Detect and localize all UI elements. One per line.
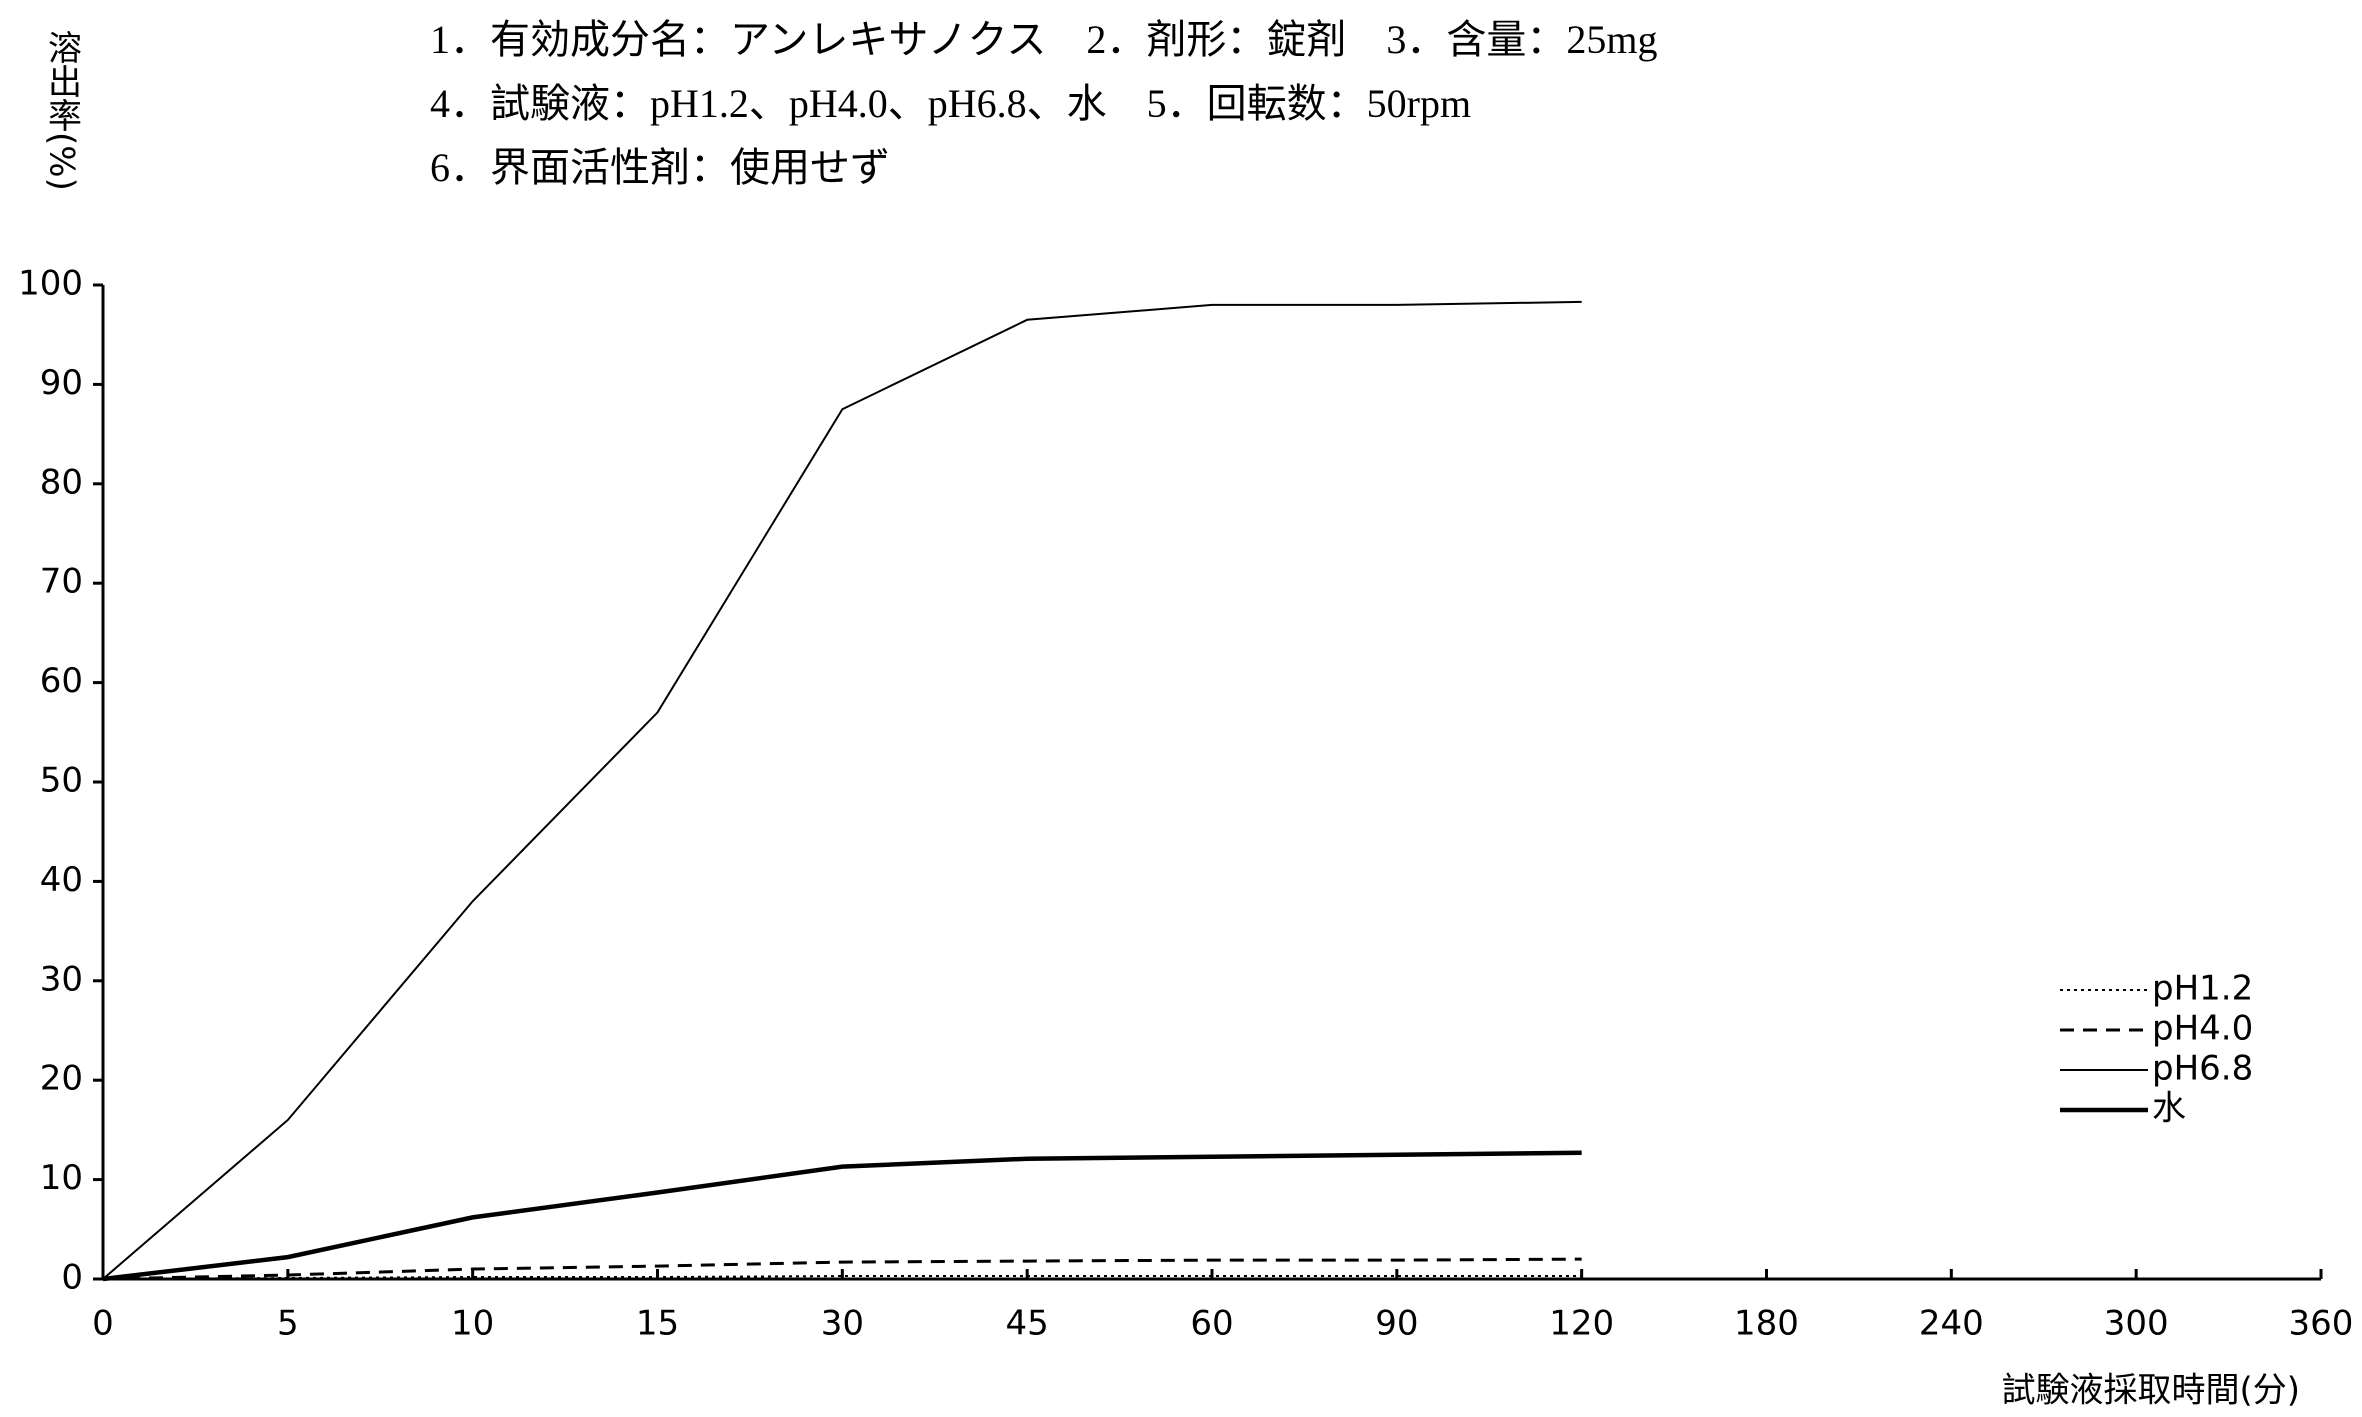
y-tick-label: 20 — [40, 1059, 83, 1099]
x-tick-label: 360 — [2289, 1304, 2354, 1344]
data-line — [102, 1150, 1582, 1282]
x-tick-label: 10 — [451, 1304, 494, 1344]
y-tick-label: 80 — [40, 462, 83, 502]
x-tick-label: 0 — [92, 1304, 114, 1344]
x-tick-label: 15 — [636, 1304, 679, 1344]
y-tick-label: 50 — [40, 761, 83, 801]
x-tick-label: 240 — [1919, 1304, 1984, 1344]
y-tick-label: 0 — [61, 1258, 83, 1298]
header-line: 4．試験液：pH1.2、pH4.0、pH6.8、水 5．回転数：50rpm — [430, 81, 1471, 126]
y-tick-label: 100 — [18, 264, 83, 304]
header-line: 6．界面活性剤：使用せず — [430, 145, 890, 190]
x-tick-label: 90 — [1375, 1304, 1418, 1344]
x-tick-label: 45 — [1006, 1304, 1049, 1344]
legend-label: pH4.0 — [2152, 1009, 2253, 1049]
x-tick-label: 180 — [1734, 1304, 1799, 1344]
x-tick-label: 120 — [1549, 1304, 1614, 1344]
y-tick-label: 70 — [40, 562, 83, 602]
y-axis-label: 溶出率(%) — [42, 30, 82, 191]
legend-label: pH1.2 — [2152, 969, 2253, 1009]
x-axis-label: 試験液採取時間(分) — [2001, 1371, 2300, 1411]
x-tick-label: 300 — [2104, 1304, 2169, 1344]
x-tick-label: 5 — [277, 1304, 299, 1344]
y-tick-label: 30 — [40, 959, 83, 999]
data-line — [102, 300, 1582, 1280]
x-tick-label: 30 — [821, 1304, 864, 1344]
legend-label: pH6.8 — [2152, 1049, 2253, 1089]
x-tick-label: 60 — [1190, 1304, 1233, 1344]
y-tick-label: 10 — [40, 1158, 83, 1198]
data-line — [102, 1257, 1582, 1281]
data-line — [102, 1275, 1582, 1280]
header-line: 1．有効成分名：アンレキサノクス 2．剤形：錠剤 3．含量：25mg — [430, 17, 1658, 62]
legend-label: 水 — [2152, 1089, 2186, 1129]
y-tick-label: 60 — [40, 661, 83, 701]
y-tick-label: 40 — [40, 860, 83, 900]
y-tick-label: 90 — [40, 363, 83, 403]
